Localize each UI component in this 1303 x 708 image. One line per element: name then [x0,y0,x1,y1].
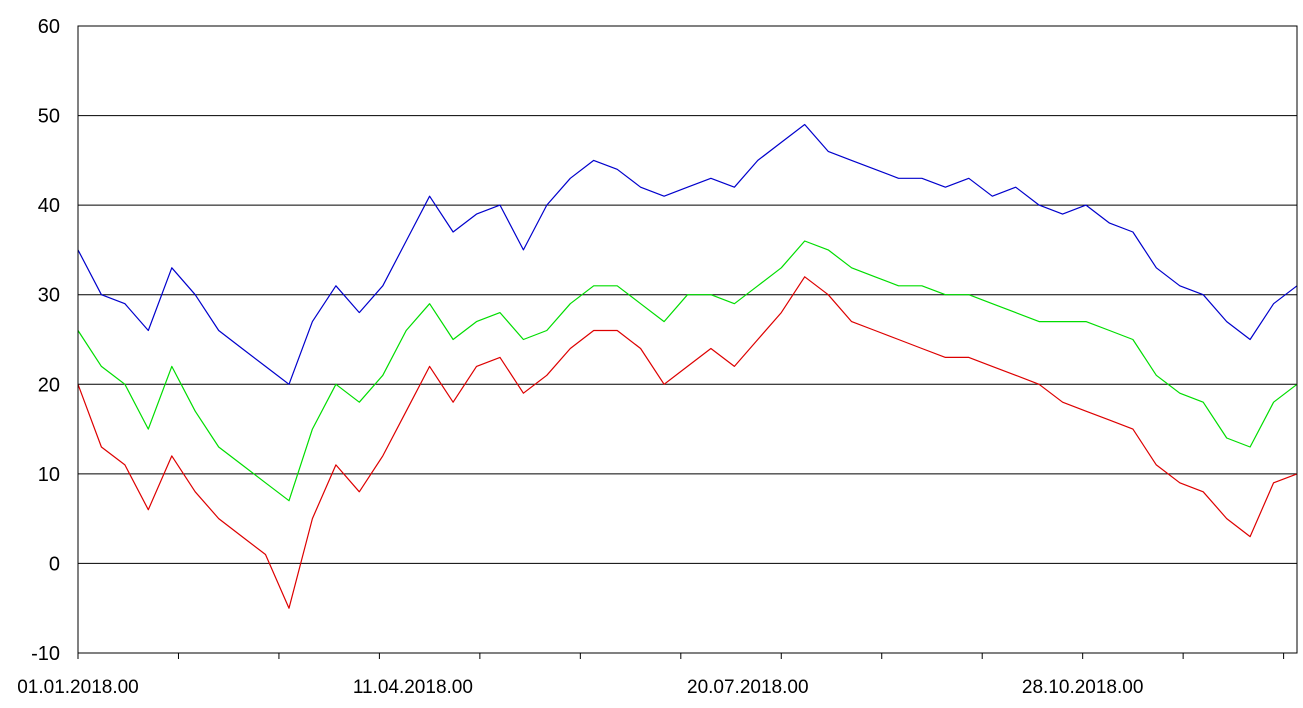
y-tick-label: 10 [38,464,60,486]
x-tick-label: 01.01.2018.00 [17,677,139,698]
y-tick-label: 40 [38,195,60,217]
series-line-1 [77,123,1298,385]
series-line-2 [77,240,1298,502]
axis-ticks [77,653,1285,659]
y-tick-label: 30 [38,285,60,307]
y-tick-label: 0 [49,553,60,575]
x-tick-label: 28.10.2018.00 [1022,677,1144,698]
plot-area-frame [77,25,1298,654]
y-axis-tick-labels: -10 0 10 20 30 40 50 60 [31,16,60,665]
y-tick-label: 20 [38,374,60,396]
y-tick-label: -10 [31,643,60,665]
gridlines [78,25,1297,654]
x-axis-tick-labels: 01.01.2018.00 11.04.2018.00 20.07.2018.00 2… [17,677,1143,698]
x-tick-label: 11.04.2018.00 [353,677,473,698]
x-tick-label: 20.07.2018.00 [687,677,809,698]
y-tick-label: 60 [38,16,60,38]
y-tick-label: 50 [38,106,60,128]
series-line-3 [77,276,1298,609]
series-lines [77,123,1298,609]
